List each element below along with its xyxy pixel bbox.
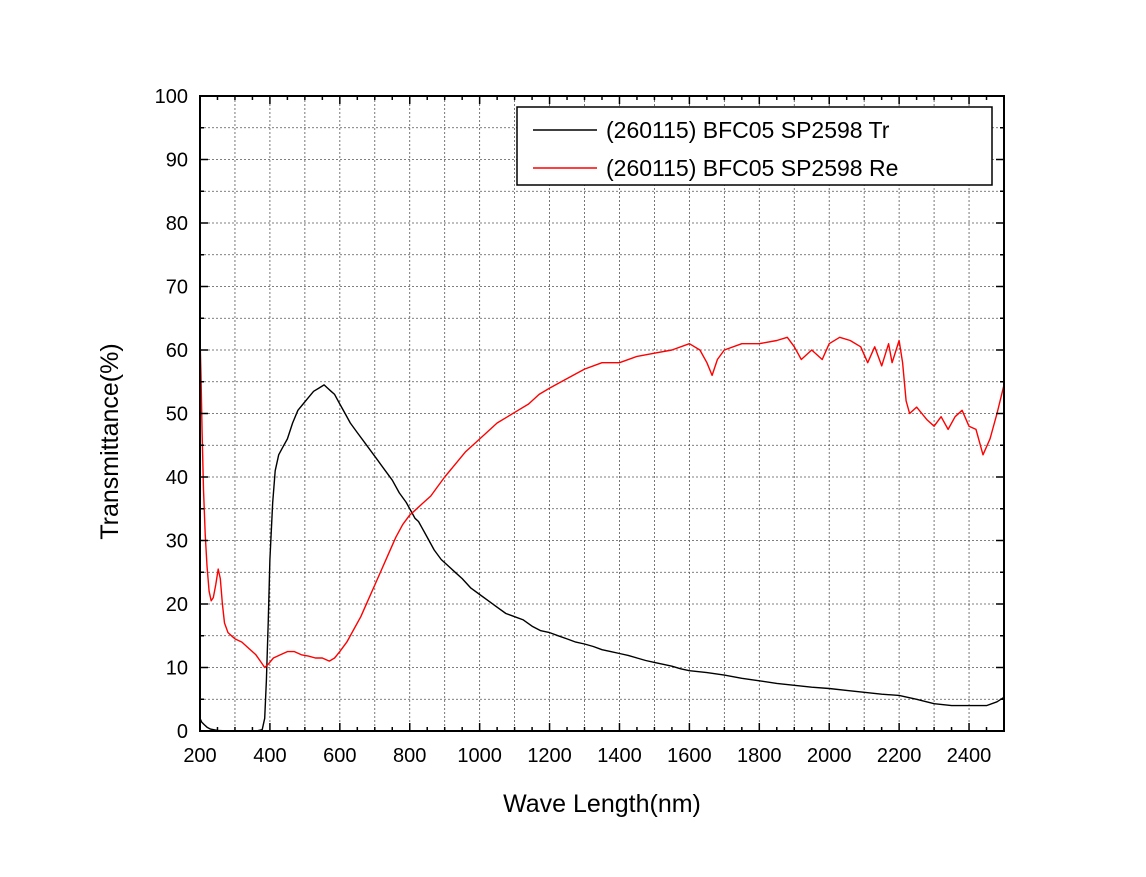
- x-tick-label: 2200: [877, 745, 922, 767]
- x-tick-label: 1400: [597, 745, 642, 767]
- x-tick-label: 400: [253, 745, 286, 767]
- x-tick-label: 200: [183, 745, 216, 767]
- x-tick-label: 2000: [807, 745, 852, 767]
- legend-box: [516, 106, 993, 186]
- x-axis-title: Wave Length(nm): [503, 790, 701, 818]
- x-tick-label: 600: [323, 745, 356, 767]
- y-tick-label: 90: [166, 150, 188, 172]
- y-tick-label: 30: [166, 531, 188, 553]
- series-lines: [199, 336, 1005, 732]
- series-line-tr: [199, 384, 1005, 732]
- legend-label-re: (260115) BFC05 SP2598 Re: [606, 155, 898, 181]
- y-tick-label: 80: [166, 213, 188, 235]
- x-axis-ticks: 200 400 600 800 1000 1200 1400 1600 1800 2000 2200…: [183, 96, 1005, 767]
- x-tick-label: 1000: [457, 745, 502, 767]
- y-axis-ticks: 0 10 20 30 40 50 60 70 80 90 100: [155, 86, 1004, 743]
- series-line-re: [199, 336, 1005, 669]
- y-tick-label: 0: [177, 721, 188, 743]
- y-tick-label: 40: [166, 467, 188, 489]
- grid-horizontal-lines: [200, 127, 1004, 700]
- x-tick-label: 2400: [947, 745, 992, 767]
- x-tick-label: 1600: [667, 745, 712, 767]
- y-tick-label: 10: [166, 658, 188, 680]
- y-tick-label: 70: [166, 277, 188, 299]
- y-tick-label: 50: [166, 404, 188, 426]
- y-tick-label: 20: [166, 594, 188, 616]
- x-tick-label: 1800: [737, 745, 782, 767]
- x-tick-label: 1200: [527, 745, 572, 767]
- y-tick-label: 100: [155, 86, 188, 108]
- y-tick-label: 60: [166, 340, 188, 362]
- y-axis-title: Transmittance(%): [96, 343, 124, 539]
- legend-label-tr: (260115) BFC05 SP2598 Tr: [606, 117, 890, 143]
- x-tick-label: 800: [393, 745, 426, 767]
- legend: (260115) BFC05 SP2598 Tr (260115) BFC05 …: [516, 106, 993, 186]
